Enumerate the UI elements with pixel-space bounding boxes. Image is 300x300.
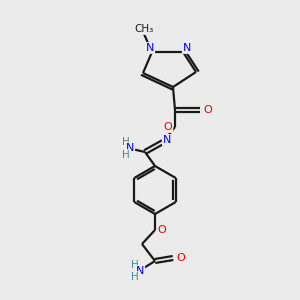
Text: N: N [126, 143, 134, 153]
Text: O: O [158, 225, 166, 235]
Text: CH₃: CH₃ [134, 24, 154, 34]
Text: H: H [122, 150, 130, 160]
Text: O: O [204, 105, 212, 115]
Text: N: N [163, 135, 171, 145]
Text: H: H [122, 137, 130, 147]
Text: H: H [131, 260, 139, 270]
Text: O: O [177, 253, 185, 263]
Text: H: H [131, 272, 139, 282]
Text: N: N [146, 43, 154, 53]
Text: N: N [183, 43, 191, 53]
Text: O: O [164, 122, 172, 132]
Text: N: N [136, 266, 144, 276]
